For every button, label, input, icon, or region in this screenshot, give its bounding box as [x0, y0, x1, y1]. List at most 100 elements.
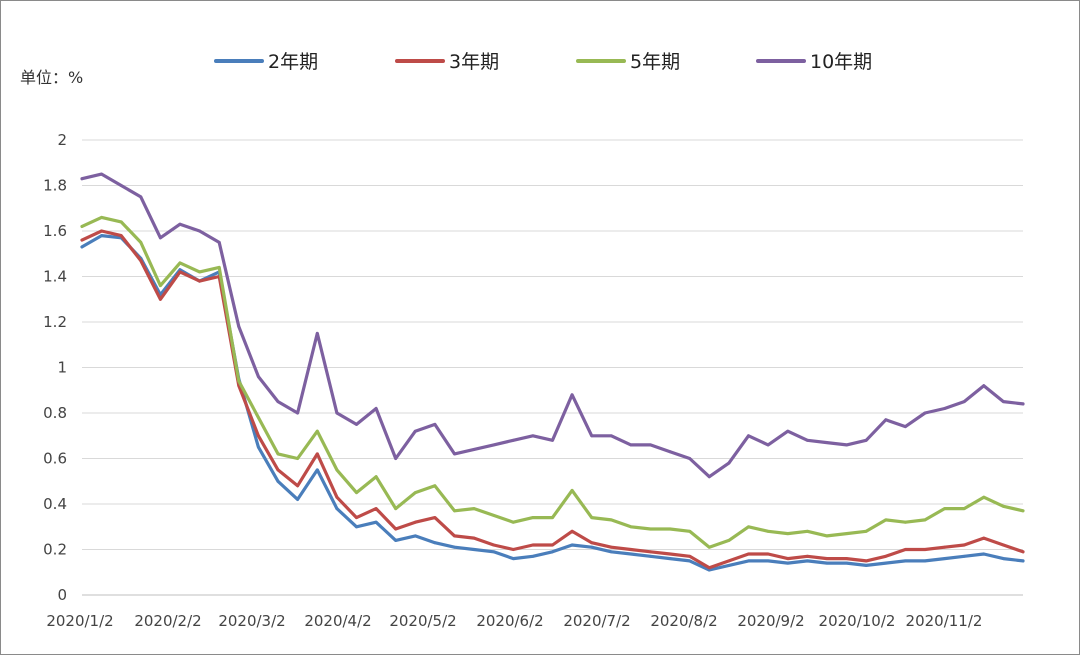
- y-tick-label: 1.2: [43, 313, 67, 331]
- data-point: [766, 529, 770, 533]
- data-point: [511, 520, 515, 524]
- data-point: [413, 491, 417, 494]
- data-point: [178, 270, 182, 274]
- data-point: [806, 559, 809, 563]
- y-tick-label: 0.4: [43, 495, 67, 513]
- y-tick-label: 0.6: [43, 450, 67, 468]
- data-point: [374, 407, 378, 410]
- data-point: [296, 411, 299, 415]
- data-point: [394, 457, 398, 460]
- data-point: [943, 407, 946, 410]
- data-point: [982, 384, 986, 388]
- legend-label: 5年期: [630, 51, 680, 73]
- data-point: [257, 416, 260, 419]
- data-point: [668, 527, 672, 531]
- y-tick-label: 1.6: [43, 222, 67, 240]
- data-point: [786, 429, 790, 433]
- data-point: [531, 516, 535, 519]
- data-point: [315, 332, 319, 335]
- data-point: [806, 554, 809, 558]
- data-point: [590, 545, 594, 549]
- series-lines: [80, 172, 1025, 572]
- data-point: [237, 379, 241, 383]
- x-tick-label: 2020/5/2: [389, 612, 456, 630]
- data-point: [100, 172, 103, 176]
- data-point: [845, 443, 848, 447]
- data-point: [688, 554, 692, 558]
- data-point: [786, 532, 790, 535]
- data-point: [649, 550, 652, 554]
- data-point: [413, 534, 417, 538]
- data-point: [472, 536, 476, 540]
- data-point: [178, 261, 182, 265]
- x-tick-label: 2020/9/2: [737, 612, 804, 630]
- data-point: [649, 527, 652, 531]
- data-point: [943, 507, 946, 510]
- data-point: [786, 561, 790, 565]
- data-point: [570, 543, 574, 547]
- data-point: [511, 548, 515, 551]
- gridlines: [82, 139, 1023, 596]
- data-point: [80, 238, 84, 242]
- data-point: [747, 559, 750, 563]
- data-point: [119, 220, 123, 224]
- data-point: [100, 216, 103, 219]
- data-point: [453, 452, 456, 456]
- data-point: [1002, 400, 1005, 403]
- data-point: [923, 559, 927, 563]
- data-point: [472, 507, 476, 510]
- data-point: [962, 554, 966, 558]
- data-point: [570, 393, 574, 397]
- data-point: [825, 561, 829, 565]
- data-point: [276, 400, 280, 403]
- data-point: [884, 554, 888, 558]
- data-point: [688, 559, 692, 563]
- data-point: [747, 552, 750, 556]
- data-point: [492, 514, 496, 517]
- data-point: [845, 557, 848, 560]
- data-point: [335, 507, 339, 510]
- x-tick-label: 2020/4/2: [304, 612, 371, 630]
- data-point: [707, 566, 711, 570]
- data-point: [178, 222, 182, 226]
- y-tick-label: 0.8: [43, 404, 67, 422]
- data-point: [923, 548, 927, 551]
- data-point: [139, 259, 143, 262]
- data-point: [609, 550, 613, 554]
- data-point: [1021, 402, 1025, 406]
- x-tick-label: 2020/2/2: [134, 612, 201, 630]
- data-point: [119, 184, 123, 187]
- data-point: [453, 534, 456, 538]
- y-tick-label: 2: [57, 131, 67, 149]
- data-point: [904, 425, 907, 428]
- data-point: [413, 429, 417, 433]
- x-axis-ticks: 2020/1/2 2020/2/2 2020/3/2 2020/4/2 2020/5/2…: [46, 612, 982, 630]
- data-point: [668, 450, 672, 454]
- data-point: [257, 375, 260, 378]
- data-point: [962, 543, 966, 547]
- data-point: [825, 441, 829, 444]
- data-point: [551, 516, 554, 519]
- data-point: [198, 229, 202, 233]
- data-point: [217, 241, 221, 244]
- data-point: [511, 438, 515, 442]
- series-line-4: [80, 172, 1025, 479]
- data-point: [315, 429, 319, 433]
- legend-label: 3年期: [449, 51, 499, 73]
- data-point: [159, 297, 162, 301]
- data-point: [1002, 543, 1005, 547]
- data-point: [609, 518, 613, 522]
- data-point: [982, 495, 986, 499]
- data-point: [472, 548, 476, 551]
- data-point: [649, 554, 652, 558]
- data-point: [257, 434, 260, 438]
- data-point: [688, 457, 692, 460]
- data-point: [943, 557, 946, 560]
- data-point: [433, 484, 437, 488]
- legend-item-2: 3年期: [395, 51, 499, 73]
- data-point: [845, 561, 848, 565]
- x-tick-label: 2020/8/2: [650, 612, 717, 630]
- legend-item-3: 5年期: [576, 51, 680, 73]
- legend-item-1: 2年期: [214, 51, 318, 73]
